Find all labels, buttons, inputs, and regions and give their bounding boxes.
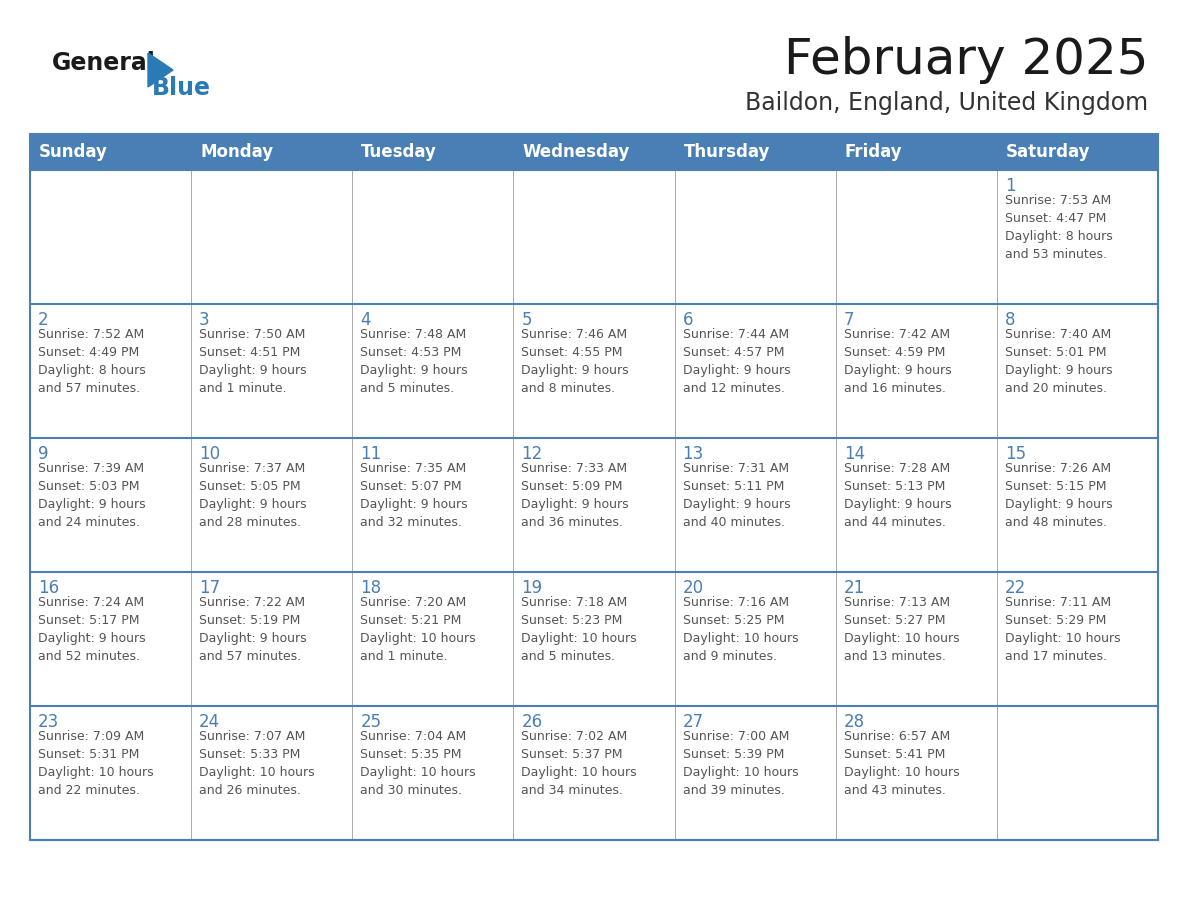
Bar	[835, 134, 997, 170]
Text: Sunrise: 7:50 AM
Sunset: 4:51 PM
Daylight: 9 hours
and 1 minute.: Sunrise: 7:50 AM Sunset: 4:51 PM Dayligh…	[200, 328, 307, 395]
Text: 3: 3	[200, 311, 210, 329]
Text: 27: 27	[683, 713, 703, 731]
Text: 13: 13	[683, 445, 703, 463]
Text: 16: 16	[38, 579, 59, 597]
Bar	[997, 134, 1158, 170]
Bar	[675, 134, 835, 170]
Text: 2: 2	[38, 311, 49, 329]
Text: Sunrise: 7:11 AM
Sunset: 5:29 PM
Daylight: 10 hours
and 17 minutes.: Sunrise: 7:11 AM Sunset: 5:29 PM Dayligh…	[1005, 596, 1120, 663]
Text: 17: 17	[200, 579, 220, 597]
Bar	[30, 134, 191, 170]
Text: Sunrise: 7:42 AM
Sunset: 4:59 PM
Daylight: 9 hours
and 16 minutes.: Sunrise: 7:42 AM Sunset: 4:59 PM Dayligh…	[843, 328, 952, 395]
Text: Sunrise: 7:07 AM
Sunset: 5:33 PM
Daylight: 10 hours
and 26 minutes.: Sunrise: 7:07 AM Sunset: 5:33 PM Dayligh…	[200, 730, 315, 797]
Text: 23: 23	[38, 713, 59, 731]
Text: 12: 12	[522, 445, 543, 463]
Text: 14: 14	[843, 445, 865, 463]
Text: Blue: Blue	[152, 76, 211, 100]
Text: Sunrise: 7:48 AM
Sunset: 4:53 PM
Daylight: 9 hours
and 5 minutes.: Sunrise: 7:48 AM Sunset: 4:53 PM Dayligh…	[360, 328, 468, 395]
Text: Wednesday: Wednesday	[523, 143, 630, 161]
Bar	[30, 170, 1158, 304]
Text: Sunrise: 7:53 AM
Sunset: 4:47 PM
Daylight: 8 hours
and 53 minutes.: Sunrise: 7:53 AM Sunset: 4:47 PM Dayligh…	[1005, 194, 1113, 261]
Text: Sunrise: 7:31 AM
Sunset: 5:11 PM
Daylight: 9 hours
and 40 minutes.: Sunrise: 7:31 AM Sunset: 5:11 PM Dayligh…	[683, 462, 790, 529]
Text: 20: 20	[683, 579, 703, 597]
Text: Sunrise: 7:44 AM
Sunset: 4:57 PM
Daylight: 9 hours
and 12 minutes.: Sunrise: 7:44 AM Sunset: 4:57 PM Dayligh…	[683, 328, 790, 395]
Text: 1: 1	[1005, 177, 1016, 195]
Bar	[30, 438, 1158, 572]
Text: Sunday: Sunday	[39, 143, 108, 161]
Text: Sunrise: 7:37 AM
Sunset: 5:05 PM
Daylight: 9 hours
and 28 minutes.: Sunrise: 7:37 AM Sunset: 5:05 PM Dayligh…	[200, 462, 307, 529]
Text: 4: 4	[360, 311, 371, 329]
Text: 18: 18	[360, 579, 381, 597]
Text: Sunrise: 7:16 AM
Sunset: 5:25 PM
Daylight: 10 hours
and 9 minutes.: Sunrise: 7:16 AM Sunset: 5:25 PM Dayligh…	[683, 596, 798, 663]
Text: Tuesday: Tuesday	[361, 143, 437, 161]
Text: Sunrise: 7:26 AM
Sunset: 5:15 PM
Daylight: 9 hours
and 48 minutes.: Sunrise: 7:26 AM Sunset: 5:15 PM Dayligh…	[1005, 462, 1112, 529]
Text: 28: 28	[843, 713, 865, 731]
Text: Sunrise: 7:04 AM
Sunset: 5:35 PM
Daylight: 10 hours
and 30 minutes.: Sunrise: 7:04 AM Sunset: 5:35 PM Dayligh…	[360, 730, 476, 797]
Bar	[30, 134, 1158, 840]
Text: Sunrise: 7:18 AM
Sunset: 5:23 PM
Daylight: 10 hours
and 5 minutes.: Sunrise: 7:18 AM Sunset: 5:23 PM Dayligh…	[522, 596, 637, 663]
Text: Sunrise: 7:24 AM
Sunset: 5:17 PM
Daylight: 9 hours
and 52 minutes.: Sunrise: 7:24 AM Sunset: 5:17 PM Dayligh…	[38, 596, 146, 663]
Text: Monday: Monday	[200, 143, 273, 161]
Text: General: General	[52, 51, 156, 75]
Bar	[513, 134, 675, 170]
Text: 7: 7	[843, 311, 854, 329]
Text: 11: 11	[360, 445, 381, 463]
Text: Sunrise: 7:13 AM
Sunset: 5:27 PM
Daylight: 10 hours
and 13 minutes.: Sunrise: 7:13 AM Sunset: 5:27 PM Dayligh…	[843, 596, 960, 663]
Text: Baildon, England, United Kingdom: Baildon, England, United Kingdom	[745, 91, 1148, 115]
Text: Sunrise: 7:40 AM
Sunset: 5:01 PM
Daylight: 9 hours
and 20 minutes.: Sunrise: 7:40 AM Sunset: 5:01 PM Dayligh…	[1005, 328, 1112, 395]
Text: Sunrise: 7:33 AM
Sunset: 5:09 PM
Daylight: 9 hours
and 36 minutes.: Sunrise: 7:33 AM Sunset: 5:09 PM Dayligh…	[522, 462, 630, 529]
Text: Sunrise: 7:20 AM
Sunset: 5:21 PM
Daylight: 10 hours
and 1 minute.: Sunrise: 7:20 AM Sunset: 5:21 PM Dayligh…	[360, 596, 476, 663]
Text: Thursday: Thursday	[683, 143, 770, 161]
Text: Sunrise: 7:52 AM
Sunset: 4:49 PM
Daylight: 8 hours
and 57 minutes.: Sunrise: 7:52 AM Sunset: 4:49 PM Dayligh…	[38, 328, 146, 395]
Text: 6: 6	[683, 311, 693, 329]
Text: 25: 25	[360, 713, 381, 731]
Text: 10: 10	[200, 445, 220, 463]
Text: Friday: Friday	[845, 143, 903, 161]
Text: 15: 15	[1005, 445, 1026, 463]
Text: 8: 8	[1005, 311, 1016, 329]
Text: 22: 22	[1005, 579, 1026, 597]
Text: Sunrise: 7:22 AM
Sunset: 5:19 PM
Daylight: 9 hours
and 57 minutes.: Sunrise: 7:22 AM Sunset: 5:19 PM Dayligh…	[200, 596, 307, 663]
Bar	[30, 706, 1158, 840]
Text: 26: 26	[522, 713, 543, 731]
Text: 9: 9	[38, 445, 49, 463]
Text: Sunrise: 7:39 AM
Sunset: 5:03 PM
Daylight: 9 hours
and 24 minutes.: Sunrise: 7:39 AM Sunset: 5:03 PM Dayligh…	[38, 462, 146, 529]
Text: Saturday: Saturday	[1006, 143, 1091, 161]
Text: 24: 24	[200, 713, 220, 731]
Polygon shape	[148, 53, 173, 87]
Text: Sunrise: 7:02 AM
Sunset: 5:37 PM
Daylight: 10 hours
and 34 minutes.: Sunrise: 7:02 AM Sunset: 5:37 PM Dayligh…	[522, 730, 637, 797]
Text: 21: 21	[843, 579, 865, 597]
Text: 19: 19	[522, 579, 543, 597]
Bar	[191, 134, 353, 170]
Text: Sunrise: 7:09 AM
Sunset: 5:31 PM
Daylight: 10 hours
and 22 minutes.: Sunrise: 7:09 AM Sunset: 5:31 PM Dayligh…	[38, 730, 153, 797]
Text: Sunrise: 7:35 AM
Sunset: 5:07 PM
Daylight: 9 hours
and 32 minutes.: Sunrise: 7:35 AM Sunset: 5:07 PM Dayligh…	[360, 462, 468, 529]
Text: Sunrise: 7:46 AM
Sunset: 4:55 PM
Daylight: 9 hours
and 8 minutes.: Sunrise: 7:46 AM Sunset: 4:55 PM Dayligh…	[522, 328, 630, 395]
Text: February 2025: February 2025	[784, 36, 1148, 84]
Text: 5: 5	[522, 311, 532, 329]
Bar	[353, 134, 513, 170]
Bar	[30, 304, 1158, 438]
Text: Sunrise: 7:28 AM
Sunset: 5:13 PM
Daylight: 9 hours
and 44 minutes.: Sunrise: 7:28 AM Sunset: 5:13 PM Dayligh…	[843, 462, 952, 529]
Text: Sunrise: 6:57 AM
Sunset: 5:41 PM
Daylight: 10 hours
and 43 minutes.: Sunrise: 6:57 AM Sunset: 5:41 PM Dayligh…	[843, 730, 960, 797]
Bar	[30, 572, 1158, 706]
Text: Sunrise: 7:00 AM
Sunset: 5:39 PM
Daylight: 10 hours
and 39 minutes.: Sunrise: 7:00 AM Sunset: 5:39 PM Dayligh…	[683, 730, 798, 797]
